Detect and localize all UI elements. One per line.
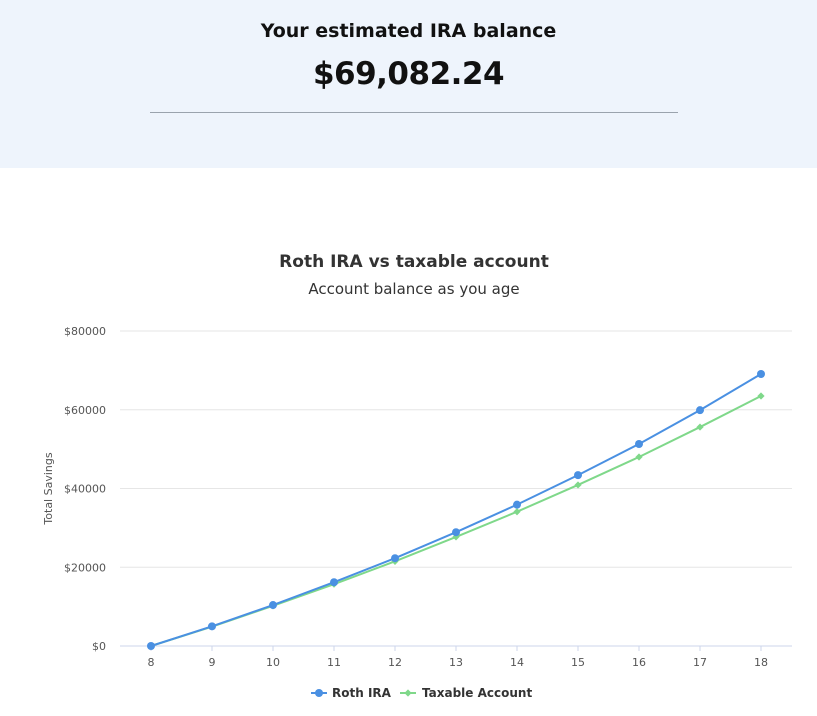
data-point[interactable] [452,533,460,541]
y-tick-label: $80000 [64,325,106,338]
data-point[interactable] [696,423,704,431]
legend-item[interactable]: Taxable Account [400,686,532,700]
data-point[interactable] [574,481,582,489]
x-tick-label: 12 [388,656,402,669]
data-point[interactable] [513,500,521,509]
x-tick-label: 16 [632,656,646,669]
data-point[interactable] [513,508,521,516]
legend-marker[interactable] [315,689,323,697]
legend-label: Taxable Account [422,686,532,700]
series-line [150,373,762,647]
y-tick-label: $20000 [64,561,106,574]
chart-title: Roth IRA vs taxable account [279,252,549,272]
data-point[interactable] [147,642,155,650]
summary-panel: Your estimated IRA balance $69,082.24 [0,0,817,168]
data-point[interactable] [330,578,338,587]
series-layer [147,369,765,650]
x-tick-label: 8 [148,656,155,669]
y-axis-title: Total Savings [42,452,55,525]
data-point[interactable] [452,528,460,537]
data-point[interactable] [757,392,765,400]
x-tick-label: 17 [693,656,707,669]
series-line [150,395,762,647]
legend-marker[interactable] [404,689,412,697]
legend-item[interactable]: Roth IRA [311,686,392,700]
axis-layer: $0 $20000 $40000 $60000 $80000 8 9 10 11 12 13 14 15… [42,325,768,669]
y-tick-label: $0 [92,640,106,653]
x-tick-label: 18 [754,656,768,669]
data-point[interactable] [696,406,704,415]
data-point[interactable] [757,369,765,378]
series-roth-ira [147,369,765,650]
chart-subtitle: Account balance as you age [308,280,520,298]
data-point[interactable] [574,471,582,480]
x-tick-label: 14 [510,656,524,669]
summary-label: Your estimated IRA balance [260,20,557,42]
x-tick-label: 11 [327,656,341,669]
summary-value: $69,082.24 [312,56,505,92]
x-tick-label: 13 [449,656,463,669]
legend-label: Roth IRA [332,686,392,700]
legend[interactable]: Roth IRA Taxable Account [311,686,532,700]
y-tick-label: $60000 [64,404,106,417]
x-tick-label: 15 [571,656,585,669]
data-point[interactable] [269,601,277,610]
grid-layer [120,330,792,647]
series-taxable-account [147,392,765,650]
data-point[interactable] [635,440,643,449]
summary-divider [150,112,678,113]
data-point[interactable] [635,453,643,461]
data-point[interactable] [391,554,399,563]
y-tick-label: $40000 [64,483,106,496]
x-tick-label: 9 [209,656,216,669]
data-point[interactable] [208,622,216,631]
x-tick-label: 10 [266,656,280,669]
